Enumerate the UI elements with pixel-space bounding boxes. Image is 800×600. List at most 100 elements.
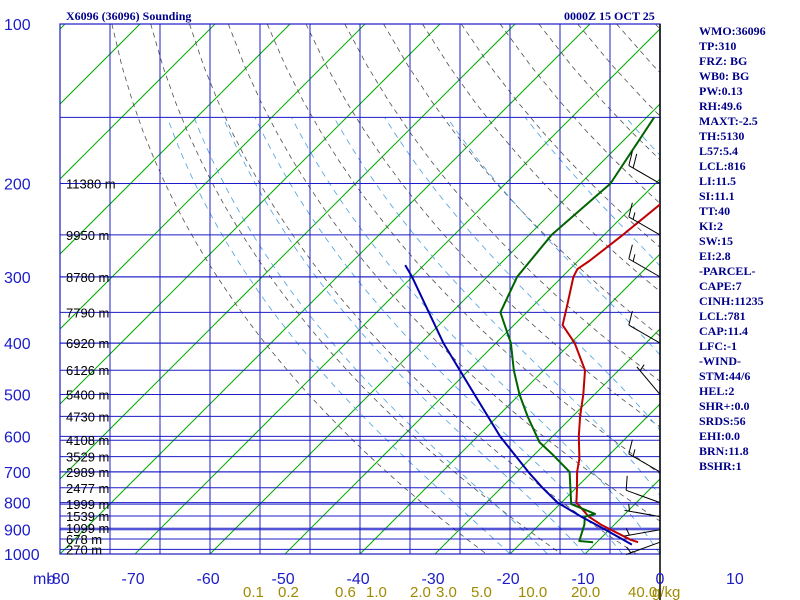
index-line: LI:11.5: [699, 174, 736, 188]
chart-title: X6096 (36096) Sounding: [66, 9, 191, 23]
height-label: 1539 m: [66, 509, 109, 524]
height-label: 6126 m: [66, 363, 109, 378]
temperature-tick-label: -80: [47, 571, 70, 588]
pressure-tick-label: 900: [4, 523, 31, 540]
isotherm-line: [60, 24, 291, 255]
mixing-ratio-label: 0.1: [243, 584, 264, 600]
index-line: RH:49.6: [699, 99, 742, 113]
index-line: FRZ: BG: [699, 54, 747, 68]
mixing-ratio-label: 40.0: [628, 584, 657, 600]
index-line: TT:40: [699, 204, 730, 218]
wind-barb: [624, 528, 661, 537]
moist-adiabat-line: [222, 117, 586, 554]
pressure-tick-label: 300: [4, 270, 31, 287]
height-label: 2989 m: [66, 465, 109, 480]
mixing-ratio-label: 5.0: [471, 584, 492, 600]
index-line: L57:5.4: [699, 144, 738, 158]
moist-adiabat-line: [384, 117, 660, 431]
isotherm-line: [60, 24, 441, 405]
temperature-tick-label: -70: [122, 571, 145, 588]
height-label: 7790 m: [66, 305, 109, 320]
index-line: STM:44/6: [699, 369, 750, 383]
height-label: 5400 m: [66, 387, 109, 402]
index-line: PW:0.13: [699, 84, 743, 98]
index-line: KI:2: [699, 219, 723, 233]
profiles: [404, 116, 660, 546]
height-label: 2477 m: [66, 481, 109, 496]
height-label: 4108 m: [66, 433, 109, 448]
wind-barb: [626, 541, 661, 555]
pressure-tick-label: 800: [4, 496, 31, 513]
temperature-tick-label: -60: [197, 571, 220, 588]
wind-barb: [625, 475, 661, 504]
height-label: 6920 m: [66, 336, 109, 351]
pressure-tick-label: 1000: [4, 547, 40, 564]
mixing-ratio-label: 1.0: [366, 584, 387, 600]
index-line: LCL:781: [699, 309, 746, 323]
isotherm-line: [209, 103, 660, 554]
temperature-tick-label: -40: [347, 571, 370, 588]
mixing-ratio-label: 20.0: [571, 584, 600, 600]
index-line: SW:15: [699, 234, 733, 248]
temperature-tick-label: -50: [272, 571, 295, 588]
wind-barb: [636, 364, 661, 395]
index-line: WB0: BG: [699, 69, 749, 83]
index-line: LFC:-1: [699, 339, 737, 353]
wind-barb: [628, 202, 661, 236]
pressure-tick-label: 600: [4, 429, 31, 446]
wind-barb: [628, 439, 661, 473]
index-line: BSHR:1: [699, 459, 742, 473]
isotherm-line: [134, 28, 660, 554]
temperature-tick-label: -10: [572, 571, 595, 588]
mixing-ratio-label: 0.6: [335, 584, 356, 600]
isotherm-line: [60, 24, 366, 330]
index-line: -PARCEL-: [699, 264, 755, 278]
temperature-tick-label: 10: [726, 571, 744, 588]
index-line: EI:2.8: [699, 249, 731, 263]
index-line: EHI:0.0: [699, 429, 740, 443]
isotherm-line: [60, 24, 591, 554]
isotherm-line: [284, 178, 660, 554]
isotherm-line: [359, 253, 660, 554]
temperature-tick-label: 0: [656, 571, 665, 588]
index-line: CAP:11.4: [699, 324, 748, 338]
wind-barbs: [624, 151, 661, 555]
isotherm-line: [509, 403, 660, 554]
height-label: 4730 m: [66, 409, 109, 424]
wind-barb: [628, 244, 661, 278]
moist-adiabat-line: [291, 117, 660, 554]
mixing-ratio-label: 0.2: [278, 584, 299, 600]
temperature-tick-label: -20: [497, 571, 520, 588]
wind-barb: [628, 151, 661, 184]
moist-adiabat-line: [166, 117, 511, 554]
height-label: 3529 m: [66, 450, 109, 465]
height-label: 678 m: [66, 532, 102, 547]
mixing-ratio-label: 3.0: [436, 584, 457, 600]
height-label: 1099 m: [66, 521, 109, 536]
parcel-line: [404, 264, 633, 546]
pressure-tick-label: 500: [4, 387, 31, 404]
chart-time: 0000Z 15 OCT 25: [564, 9, 655, 23]
temperature-tick-label: -30: [422, 571, 445, 588]
index-line: CAPE:7: [699, 279, 742, 293]
height-label: 270 m: [66, 542, 102, 557]
index-line: WMO:36096: [699, 24, 766, 38]
pressure-tick-label: 700: [4, 465, 31, 482]
index-line: BRN:11.8: [699, 444, 749, 458]
index-line: CINH:11235: [699, 294, 764, 308]
height-label: 1999 m: [66, 497, 109, 512]
pressure-tick-label: 200: [4, 177, 31, 194]
index-line: TH:5130: [699, 129, 744, 143]
grid: [59, 23, 661, 600]
index-line: HEL:2: [699, 384, 734, 398]
isotherm-line: [60, 24, 516, 480]
mixing-ratio-label: 10.0: [518, 584, 547, 600]
height-label: 8780 m: [66, 270, 109, 285]
index-line: -WIND-: [699, 354, 741, 368]
wind-barb: [628, 310, 661, 344]
pressure-tick-label: 100: [4, 17, 31, 34]
